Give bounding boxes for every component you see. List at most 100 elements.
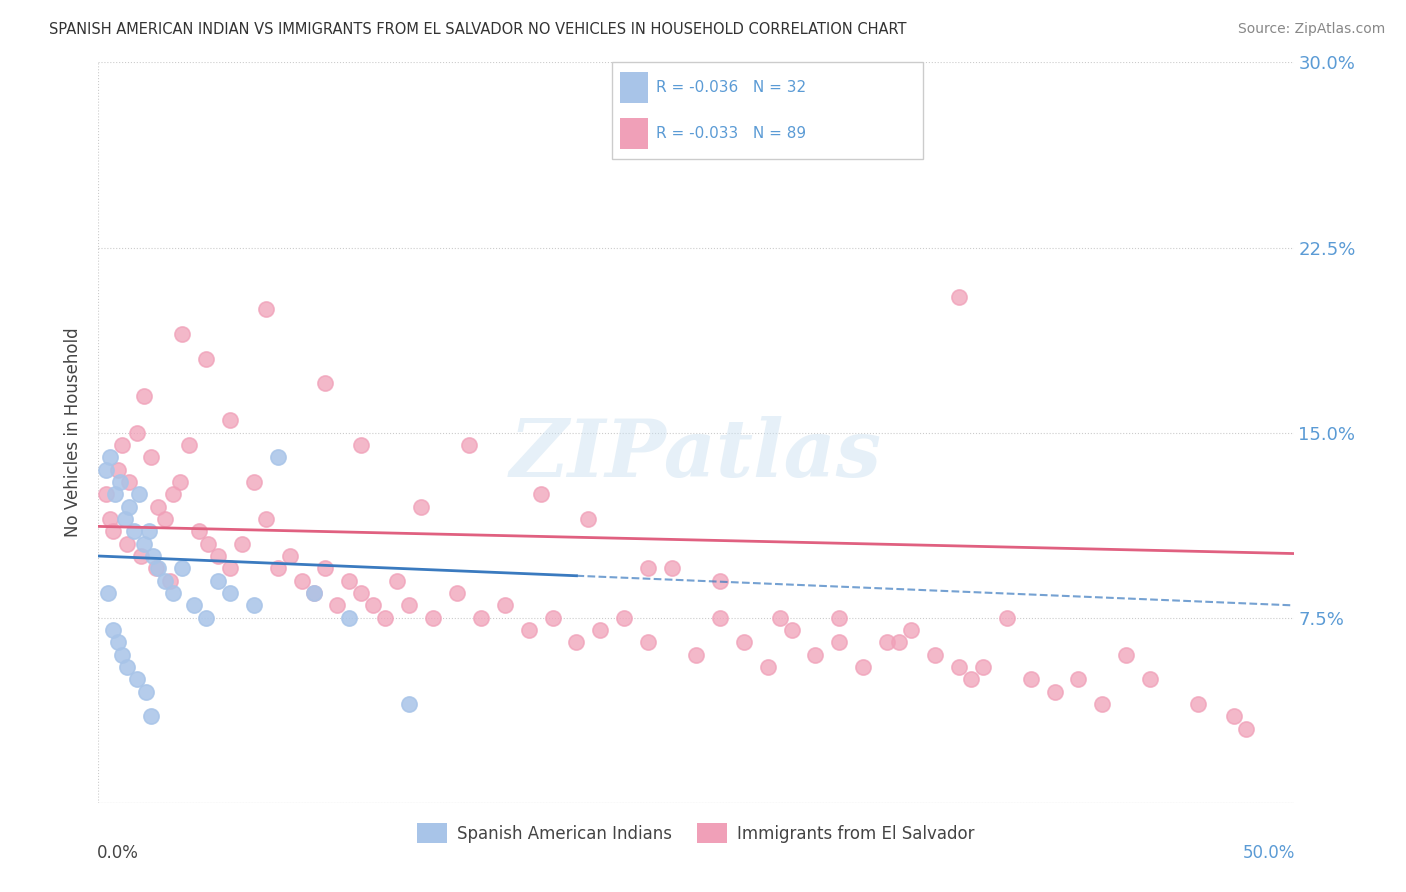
Point [1223,709,1246,723]
Point [231,536,253,550]
Text: SPANISH AMERICAN INDIAN VS IMMIGRANTS FROM EL SALVADOR NO VEHICLES IN HOUSEHOLD : SPANISH AMERICAN INDIAN VS IMMIGRANTS FR… [49,22,907,37]
Point [565,635,588,649]
Point [900,623,922,637]
Point [107,635,129,649]
Point [733,635,755,649]
Point [101,524,124,539]
Point [924,648,946,662]
Point [578,512,600,526]
Point [111,648,134,662]
Point [302,586,325,600]
Point [94,462,117,476]
Point [162,487,184,501]
Point [411,500,433,514]
Point [278,549,301,563]
Point [302,586,325,600]
Point [132,388,155,402]
Point [948,660,970,674]
Point [159,574,181,588]
Point [101,623,124,637]
Point [876,635,898,649]
Point [139,709,162,723]
Point [398,599,420,613]
Point [637,561,659,575]
Point [97,586,120,600]
Point [135,685,157,699]
Point [709,610,731,624]
Text: 50.0%: 50.0% [1243,844,1295,862]
Point [111,438,134,452]
Point [114,512,136,526]
Point [107,462,129,476]
Point [661,561,683,575]
Point [804,648,827,662]
Point [115,660,138,674]
Point [131,549,153,563]
Point [709,574,731,588]
Text: ZIPatlas: ZIPatlas [510,416,882,493]
Point [470,610,492,624]
Point [207,574,229,588]
Legend: Spanish American Indians, Immigrants from El Salvador: Spanish American Indians, Immigrants fro… [411,816,981,850]
Point [142,549,165,563]
Point [315,376,337,391]
Point [104,487,127,501]
Point [183,599,205,613]
Point [139,450,162,465]
Point [948,290,970,304]
Point [98,512,122,526]
Point [118,500,141,514]
Point [172,326,194,341]
Point [125,425,148,440]
Point [446,586,468,600]
Point [169,475,191,489]
Point [1234,722,1257,736]
Point [494,599,516,613]
Point [254,512,277,526]
Point [889,635,911,649]
Point [517,623,540,637]
Point [207,549,229,563]
Point [315,561,337,575]
Point [124,524,146,539]
Text: 0.0%: 0.0% [97,844,139,862]
Point [374,610,396,624]
Point [219,561,242,575]
Point [243,599,266,613]
Point [128,487,150,501]
Point [197,536,219,550]
Point [828,610,851,624]
Point [960,673,983,687]
Point [108,475,131,489]
Point [637,635,659,649]
Point [148,500,170,514]
Y-axis label: No Vehicles in Household: No Vehicles in Household [65,327,83,538]
Point [195,610,218,624]
Point [172,561,194,575]
Point [219,586,242,600]
Point [118,475,141,489]
Point [1187,697,1209,711]
Point [385,574,409,588]
Point [187,524,209,539]
Point [350,586,373,600]
Point [1067,673,1090,687]
Point [125,673,148,687]
Point [756,660,779,674]
Point [613,610,636,624]
Point [852,660,875,674]
Point [155,574,177,588]
Point [115,536,138,550]
Point [148,561,170,575]
Point [138,524,160,539]
Point [828,635,851,649]
Point [769,610,792,624]
Point [685,648,707,662]
Point [398,697,420,711]
Point [1043,685,1066,699]
Point [339,610,361,624]
Point [267,561,290,575]
Point [1115,648,1137,662]
Text: Source: ZipAtlas.com: Source: ZipAtlas.com [1237,22,1385,37]
Point [145,561,167,575]
